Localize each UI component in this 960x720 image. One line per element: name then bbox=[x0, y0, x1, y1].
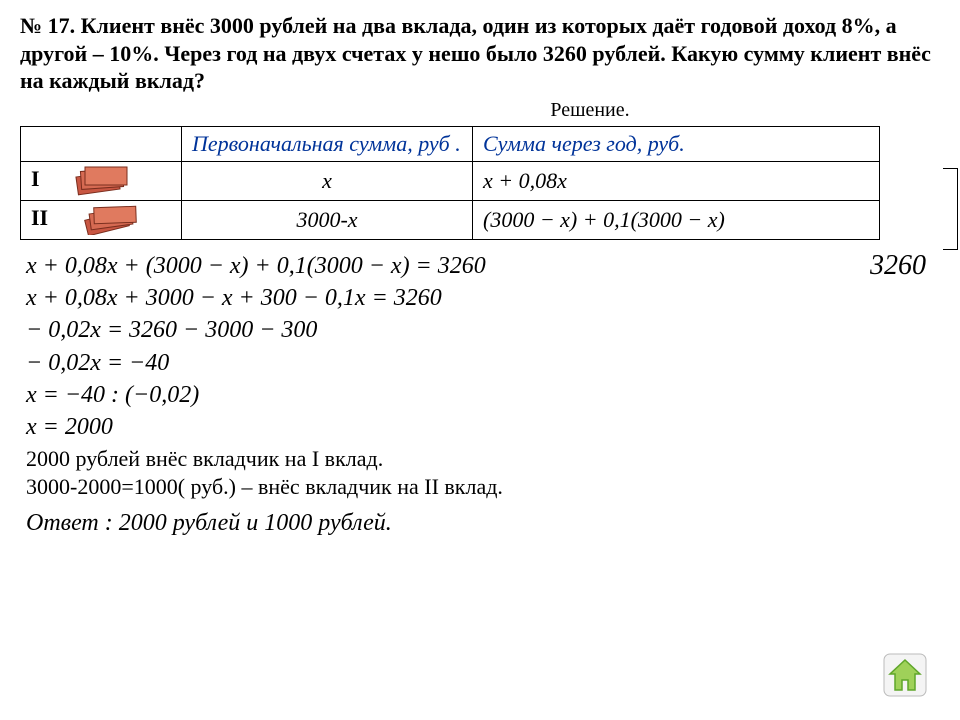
row-label-1: I bbox=[31, 166, 40, 191]
home-button[interactable] bbox=[880, 650, 930, 700]
header-initial: Первоначальная сумма, руб . bbox=[182, 126, 473, 161]
conclusion-line: 2000 рублей внёс вкладчик на I вклад. bbox=[20, 446, 940, 472]
brace-icon bbox=[943, 168, 958, 250]
header-after: Сумма через год, руб. bbox=[473, 126, 880, 161]
header-blank bbox=[21, 126, 182, 161]
table-row: I x x + 0,08x bbox=[21, 161, 880, 200]
equation-line: x = −40 : (−0,02) bbox=[26, 379, 940, 411]
problem-statement: № 17. Клиент внёс 3000 рублей на два вкл… bbox=[20, 12, 940, 95]
cell-after-2: (3000 − x) + 0,1(3000 − x) bbox=[473, 200, 880, 239]
cell-after-1: x + 0,08x bbox=[473, 161, 880, 200]
solution-label: Решение. bbox=[240, 99, 940, 122]
cell-initial-2: 3000-x bbox=[182, 200, 473, 239]
equation-block: x + 0,08x + (3000 − x) + 0,1(3000 − x) =… bbox=[20, 250, 940, 444]
equation-line: x = 2000 bbox=[26, 411, 940, 443]
equation-line: x + 0,08x + 3000 − x + 300 − 0,1x = 3260 bbox=[26, 282, 940, 314]
equation-line: − 0,02x = −40 bbox=[26, 347, 940, 379]
equation-line: − 0,02x = 3260 − 3000 − 300 bbox=[26, 314, 940, 346]
conclusion-line: 3000-2000=1000( руб.) – внёс вкладчик на… bbox=[20, 474, 940, 500]
solution-table: Первоначальная сумма, руб . Сумма через … bbox=[20, 126, 880, 240]
side-total: 3260 bbox=[870, 250, 926, 282]
equation-line: x + 0,08x + (3000 − x) + 0,1(3000 − x) =… bbox=[26, 250, 940, 282]
row-label-2: II bbox=[31, 205, 48, 230]
money-icon bbox=[84, 205, 139, 235]
table-row: II 3000-x (3000 − x) + 0,1(3000 − x) bbox=[21, 200, 880, 239]
money-icon bbox=[75, 166, 130, 196]
answer-line: Ответ : 2000 рублей и 1000 рублей. bbox=[20, 510, 940, 537]
cell-initial-1: x bbox=[182, 161, 473, 200]
